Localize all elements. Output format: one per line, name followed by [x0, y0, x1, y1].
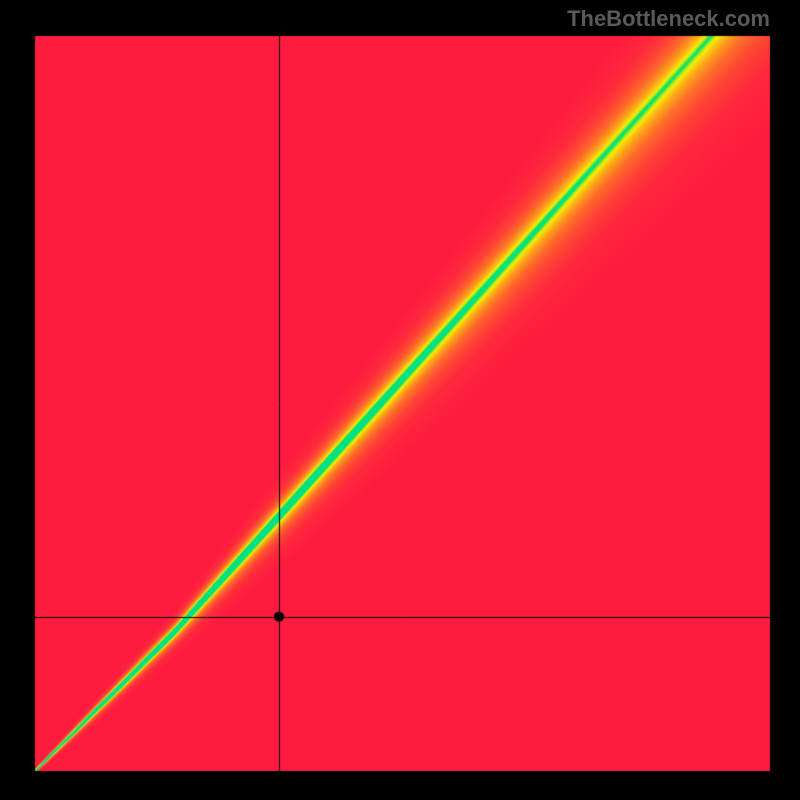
bottleneck-heatmap — [0, 0, 800, 800]
chart-container: TheBottleneck.com — [0, 0, 800, 800]
watermark-label: TheBottleneck.com — [567, 6, 770, 32]
